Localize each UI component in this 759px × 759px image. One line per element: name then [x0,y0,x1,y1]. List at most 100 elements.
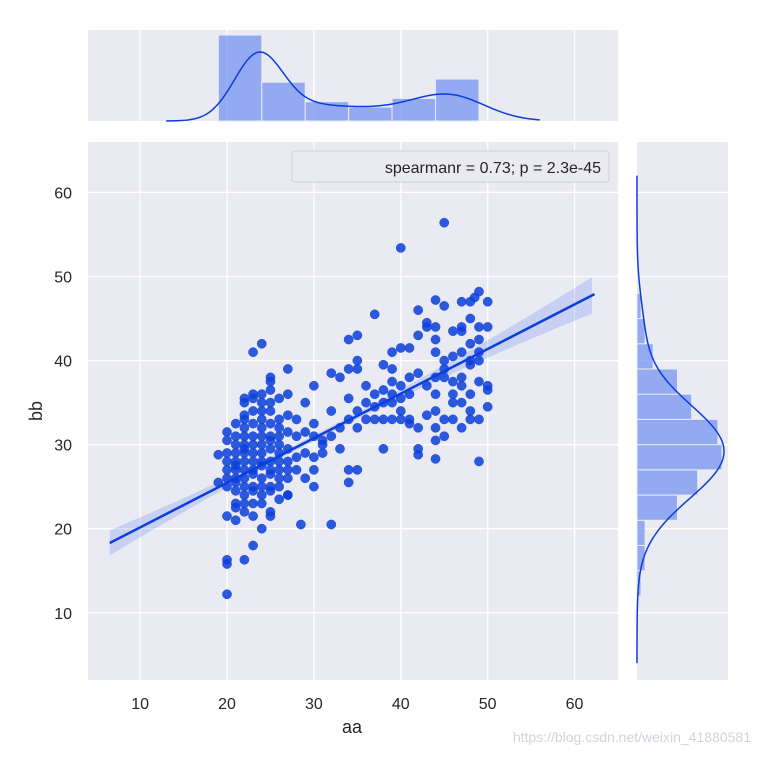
scatter-point [482,385,493,395]
y-histogram-bar [636,368,678,395]
scatter-point [404,343,415,353]
scatter-point [413,449,424,460]
scatter-point [265,507,276,517]
scatter-point [239,481,250,492]
scatter-point [248,431,258,442]
scatter-point [413,422,424,433]
scatter-point [474,322,484,332]
scatter-point [465,389,476,400]
y-histogram-bar [636,494,678,521]
scatter-point [274,414,284,425]
scatter-point [256,523,267,534]
scatter-point [378,385,389,395]
scatter-point [300,448,311,458]
y-tick-labels: 10 20 30 40 50 60 [54,185,72,622]
scatter-point [222,511,232,521]
scatter-point [430,295,441,305]
scatter-point [256,389,267,400]
scatter-point [352,355,363,366]
x-tick-labels: 10 20 30 40 50 60 [131,696,583,713]
scatter-point [239,431,250,442]
scatter-point [274,473,284,484]
marginal-x-kde-curve [166,51,540,122]
scatter-point [474,414,484,425]
scatter-point [230,456,241,467]
scatter-point [222,589,232,600]
scatter-point [352,330,363,341]
scatter-point [422,322,432,332]
legend-label: spearmanr = 0.73; p = 2.3e-45 [385,160,601,177]
scatter-point [343,364,354,374]
scatter-point [326,519,337,530]
scatter-point [282,456,293,467]
scatter-point [248,406,258,416]
scatter-point [413,368,424,379]
scatter-point [282,427,293,437]
legend-box [291,150,610,183]
scatter-point [296,519,306,530]
scatter-point [282,490,293,500]
scatter-point [430,334,441,345]
scatter-point [387,414,397,425]
scatter-point [230,486,241,496]
scatter-point [274,464,284,475]
y-tick-label: 20 [54,522,72,539]
y-tick-label: 60 [54,185,72,202]
y-axis-label: bb [26,401,46,421]
scatter-point [395,414,406,425]
scatter-point [430,389,441,400]
scatter-point [291,431,302,442]
scatter-point [239,498,250,509]
scatter-point [469,292,480,303]
scatter-point [369,414,380,425]
scatter-point [439,301,450,311]
x-histogram-bar [348,106,393,122]
scatter-point [265,469,276,479]
scatter-point [265,397,276,408]
scatter-point [265,385,276,395]
scatter-point [239,422,250,433]
scatter-point [456,397,467,408]
scatter-point [256,439,267,450]
scatter-point [213,449,224,460]
y-histogram-bar [636,519,646,546]
scatter-point [256,448,267,458]
scatter-point [395,243,406,253]
scatter-point [248,448,258,458]
scatter-point [474,456,484,467]
scatter-point [439,372,450,383]
scatter-point [456,380,467,391]
scatter-point [422,410,432,421]
scatter-point [343,393,354,404]
scatter-point [456,322,467,332]
scatter-point [230,515,241,526]
scatter-point [352,364,363,374]
scatter-point [274,494,284,505]
scatter-point [256,473,267,484]
scatter-point [256,338,267,349]
scatter-point [352,464,363,475]
scatter-point [282,389,293,400]
scatter-point [361,380,371,391]
scatter-point [222,456,232,467]
x-histogram-bar [217,34,263,122]
scatter-point [335,443,345,454]
scatter-point [369,309,380,320]
scatter-point [456,372,467,383]
y-histogram-bar [636,343,654,370]
scatter-point [430,435,441,446]
scatter-point [256,422,267,433]
scatter-point [230,498,241,509]
scatter-point [309,418,319,429]
scatter-point [256,397,267,408]
scatter-point [378,414,389,425]
scatter-point [430,322,441,332]
scatter-point [222,435,232,446]
scatter-point [274,481,284,492]
scatter-point [291,464,302,475]
scatter-point [282,473,293,484]
x-axis-label: aa [342,717,363,737]
y-histogram-bar [636,292,642,320]
scatter-point [274,431,284,442]
